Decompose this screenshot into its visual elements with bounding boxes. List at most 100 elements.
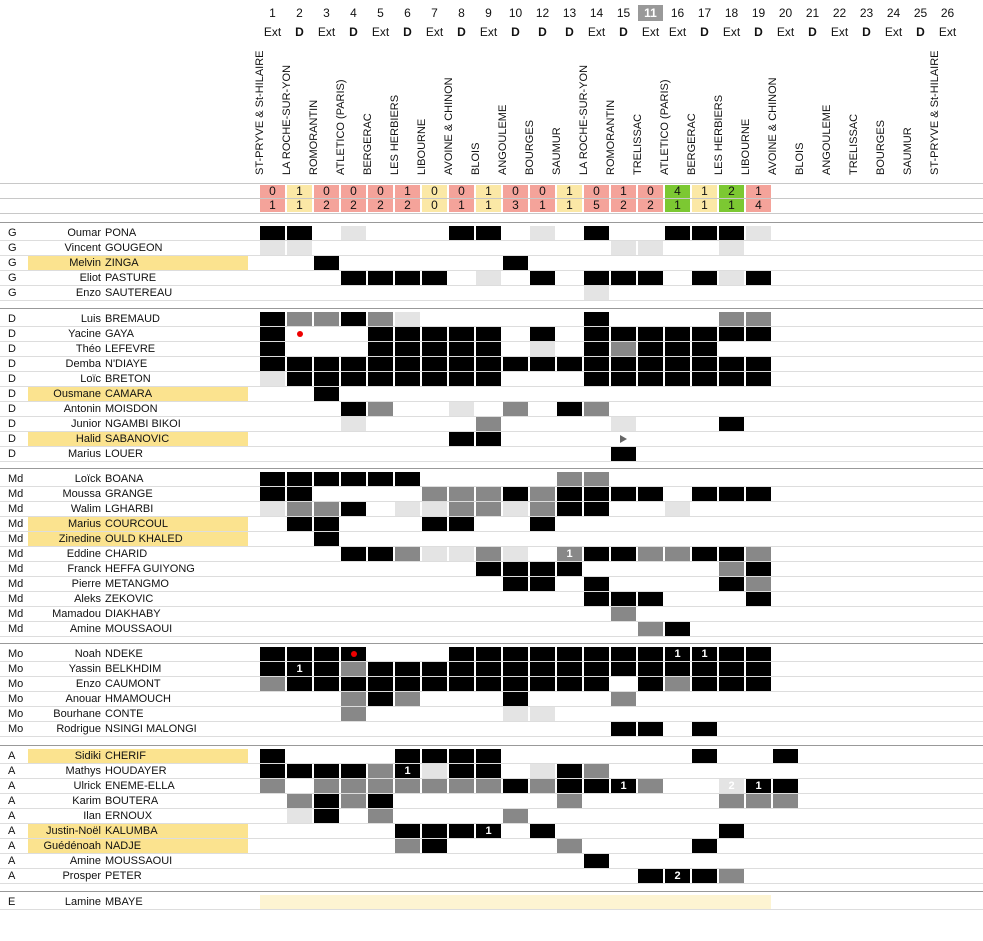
- match-number: 16: [670, 6, 685, 20]
- appearance-cell: [503, 357, 528, 371]
- appearance-cell: [638, 869, 663, 883]
- last-name: KALUMBA: [105, 825, 158, 837]
- match-number: 10: [508, 6, 523, 20]
- score-gf: 0: [584, 185, 609, 198]
- row-line: [0, 853, 983, 854]
- last-name: GRANGE: [105, 488, 153, 500]
- appearance-cell: [368, 327, 393, 341]
- appearance-cell: [449, 402, 474, 416]
- match-number: 1: [269, 6, 276, 20]
- last-name: CAMARA: [105, 388, 153, 400]
- score-gf: 0: [503, 185, 528, 198]
- match-venue: Ext: [587, 25, 606, 39]
- appearance-cell: [557, 402, 582, 416]
- score-gf: 0: [422, 185, 447, 198]
- score-ga: 4: [746, 199, 771, 212]
- opponent-label: SAUMUR: [551, 127, 563, 175]
- appearance-cell: [530, 764, 555, 778]
- score-ga: 1: [557, 199, 582, 212]
- appearance-cell: [746, 779, 771, 793]
- row-line: [0, 868, 983, 869]
- appearance-cell: [449, 372, 474, 386]
- appearance-cell: [719, 647, 744, 661]
- last-name: LGHARBI: [105, 503, 154, 515]
- appearance-cell: [368, 662, 393, 676]
- appearance-cell: [260, 312, 285, 326]
- appearance-cell: [557, 677, 582, 691]
- appearance-cell: [395, 547, 420, 561]
- last-name: PASTURE: [105, 272, 157, 284]
- match-number: 7: [431, 6, 438, 20]
- appearance-cell: [746, 372, 771, 386]
- group-divider: [0, 468, 983, 469]
- appearance-cell: [341, 226, 366, 240]
- opponent-label: LES HERBIERS: [389, 94, 401, 175]
- first-name: Oumar: [67, 227, 101, 239]
- appearance-cell: [341, 357, 366, 371]
- appearance-cell: [341, 271, 366, 285]
- appearance-cell: [422, 271, 447, 285]
- match-number: 19: [751, 6, 766, 20]
- first-name: Sidiki: [74, 750, 101, 762]
- row-line: [0, 736, 983, 737]
- appearance-cell: [557, 357, 582, 371]
- score-ga: 1: [692, 199, 717, 212]
- position-label: A: [8, 765, 16, 777]
- match-venue: Ext: [371, 25, 390, 39]
- first-name: Prosper: [62, 870, 101, 882]
- appearance-cell: [260, 502, 285, 516]
- appearance-cell: [503, 707, 528, 721]
- first-name: Loïc: [80, 373, 101, 385]
- last-name: BREMAUD: [105, 313, 161, 325]
- appearance-cell: [341, 372, 366, 386]
- appearance-cell: [638, 592, 663, 606]
- appearance-cell: [719, 372, 744, 386]
- last-name: HOUDAYER: [105, 765, 167, 777]
- appearance-cell: [611, 447, 636, 461]
- appearance-cell: [746, 487, 771, 501]
- first-name: Théo: [75, 343, 101, 355]
- appearance-cell: [314, 387, 339, 401]
- appearance-cell: [476, 662, 501, 676]
- position-label: E: [8, 896, 16, 908]
- score-gf: 2: [719, 185, 744, 198]
- last-name: PETER: [105, 870, 142, 882]
- row-line: [0, 341, 983, 342]
- first-name: Bourhane: [53, 708, 101, 720]
- opponent-label: ROMORANTIN: [605, 99, 617, 175]
- appearance-cell: [449, 764, 474, 778]
- row-line: [0, 531, 983, 532]
- position-label: Md: [8, 533, 24, 545]
- score-ga: 0: [422, 199, 447, 212]
- appearance-cell: [503, 809, 528, 823]
- opponent-label: ST-PRYVE & St-HILAIRE: [929, 50, 941, 175]
- score-ga: 1: [476, 199, 501, 212]
- position-label: Mo: [8, 678, 24, 690]
- appearance-cell: [692, 271, 717, 285]
- match-number: 23: [859, 6, 874, 20]
- goal-count: 1: [566, 548, 573, 560]
- first-name: Franck: [67, 563, 101, 575]
- appearance-cell: [476, 487, 501, 501]
- appearance-cell: [584, 677, 609, 691]
- last-name: MOUSSAOUI: [105, 623, 173, 635]
- appearance-cell: [422, 547, 447, 561]
- appearance-cell: [368, 271, 393, 285]
- appearance-cell: [746, 592, 771, 606]
- first-name: Yacine: [68, 328, 101, 340]
- appearance-cell: [557, 779, 582, 793]
- goal-count: 1: [620, 780, 627, 792]
- opponent-label: ANGOULEME: [497, 104, 509, 175]
- score-gf: 0: [260, 185, 285, 198]
- last-name: LOUER: [105, 448, 143, 460]
- score-ga: 5: [584, 199, 609, 212]
- appearance-cell: [665, 372, 690, 386]
- first-name: Ousmane: [53, 388, 101, 400]
- appearance-cell: [449, 647, 474, 661]
- appearance-cell: [638, 647, 663, 661]
- group-divider: [0, 308, 983, 309]
- appearance-cell: [395, 764, 420, 778]
- match-venue: D: [619, 25, 628, 39]
- appearance-cell: [314, 472, 339, 486]
- appearance-cell: [719, 779, 744, 793]
